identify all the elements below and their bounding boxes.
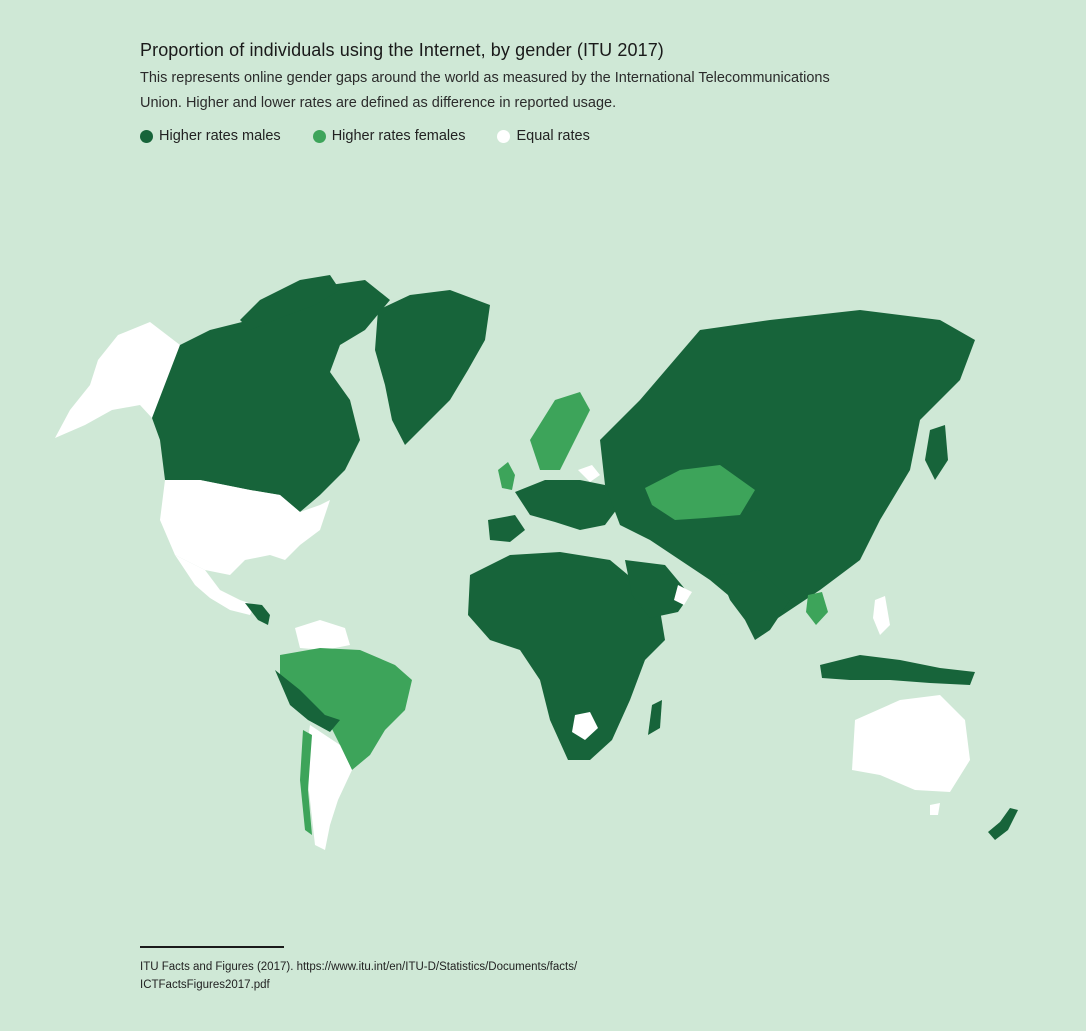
region-africa — [468, 552, 665, 760]
region-europe — [515, 480, 620, 530]
region-scandinavia — [530, 392, 590, 470]
legend-item-males: Higher rates males — [140, 128, 281, 144]
source-note: ITU Facts and Figures (2017). https://ww… — [140, 961, 578, 991]
region-philippines — [873, 596, 890, 635]
map-title: Proportion of individuals using the Inte… — [140, 40, 664, 60]
legend-swatch-females — [312, 129, 326, 143]
region-southern-cone — [305, 725, 352, 850]
legend-swatch-equal — [497, 129, 511, 143]
legend-item-females: Higher rates females — [312, 128, 466, 144]
region-botswana — [572, 712, 598, 740]
region-indochina — [806, 592, 828, 625]
region-oman — [674, 585, 692, 605]
region-iberia — [488, 515, 525, 542]
legend-label-males: Higher rates males — [159, 128, 281, 144]
region-australia — [852, 695, 970, 792]
region-new-zealand — [988, 808, 1018, 840]
region-belarus — [578, 465, 600, 482]
region-andes — [275, 670, 340, 732]
legend-swatch-males — [140, 129, 153, 143]
region-central-america — [245, 603, 270, 625]
region-india — [720, 570, 790, 640]
legend-label-females: Higher rates females — [331, 128, 466, 144]
region-madagascar — [648, 700, 662, 735]
footnote-rule — [140, 946, 284, 948]
region-chile — [300, 730, 312, 835]
legend-item-equal: Equal rates — [497, 128, 590, 144]
region-arabia — [625, 560, 690, 618]
region-greenland — [375, 290, 490, 445]
region-canada — [152, 280, 390, 512]
region-uk — [498, 462, 515, 490]
region-alaska — [55, 322, 180, 438]
region-north-south-america — [295, 620, 350, 650]
legend-label-equal: Equal rates — [516, 128, 590, 144]
legend: Higher rates males Higher rates females … — [140, 128, 590, 144]
region-brazil — [280, 648, 412, 770]
region-russia-asia — [600, 310, 975, 630]
region-mexico — [175, 555, 255, 615]
region-usa — [160, 480, 330, 575]
region-kazakhstan — [645, 465, 755, 520]
region-indonesia — [820, 655, 975, 685]
region-tasmania — [930, 803, 940, 815]
region-japan — [925, 425, 948, 480]
region-canada-arctic — [240, 275, 340, 330]
map-subtitle: This represents online gender gaps aroun… — [140, 70, 830, 111]
